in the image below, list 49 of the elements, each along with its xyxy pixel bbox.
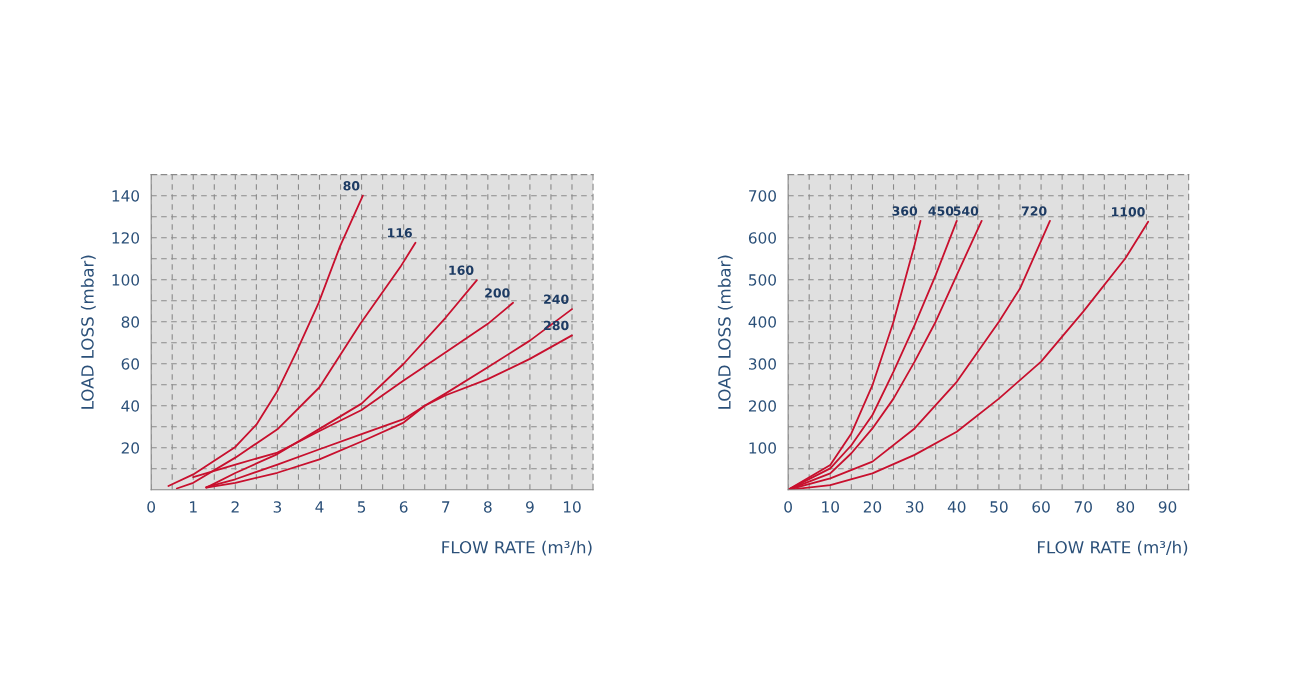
x-tick-label: 1 [190, 501, 197, 513]
y-tick-label: 80 [121, 316, 140, 328]
series-label: 200 [485, 288, 510, 298]
x-tick-label: 70 [1074, 501, 1092, 513]
y-tick-label: 700 [749, 190, 776, 202]
x-tick-label: 2 [231, 501, 239, 513]
y-tick-label: 600 [748, 232, 776, 244]
x-tick-label: 80 [1116, 501, 1135, 513]
x-tick-label: 50 [990, 501, 1008, 513]
y-tick-label: 100 [749, 442, 776, 454]
x-tick-label: 0 [784, 501, 792, 513]
x-tick-label: 30 [906, 501, 924, 513]
x-tick-label: 7 [442, 501, 450, 513]
x-tick-label: 4 [315, 501, 324, 513]
x-tick-label: 90 [1158, 501, 1177, 513]
y-tick-label: 400 [748, 316, 776, 328]
y-tick-label: 200 [748, 400, 776, 412]
x-tick-label: 20 [863, 501, 882, 513]
series-label: 450 [928, 206, 954, 216]
x-tick-label: 5 [357, 501, 366, 513]
x-tick-label: 9 [526, 501, 534, 513]
y-tick-label: 300 [749, 358, 776, 370]
x-tick-label: 8 [484, 501, 492, 513]
y-tick-label: 60 [121, 358, 140, 370]
series-label: 240 [544, 294, 569, 304]
x-tick-label: 60 [1032, 501, 1050, 513]
series-label: 116 [387, 228, 412, 238]
y-axis-title: LOAD LOSS (mbar) [80, 255, 96, 409]
x-tick-label: 3 [273, 501, 282, 513]
series-label: 720 [1021, 206, 1047, 216]
x-axis-title: FLOW RATE (m³/h) [442, 540, 592, 556]
x-tick-label: 40 [947, 501, 966, 513]
series-label: 80 [343, 181, 360, 191]
x-tick-label: 10 [822, 501, 839, 513]
series-label: 360 [892, 206, 918, 216]
y-axis-title: LOAD LOSS (mbar) [717, 255, 733, 409]
x-tick-label: 6 [399, 501, 408, 513]
y-tick-label: 40 [121, 400, 140, 412]
y-tick-label: 120 [112, 232, 140, 244]
x-tick-label: 10 [563, 501, 581, 513]
y-tick-label: 500 [749, 274, 776, 286]
x-axis-title: FLOW RATE (m³/h) [1037, 540, 1188, 556]
y-tick-label: 20 [121, 442, 140, 454]
y-tick-label: 140 [112, 190, 140, 202]
series-label: 540 [953, 206, 979, 216]
series-label: 160 [449, 265, 474, 275]
y-tick-label: 100 [112, 274, 140, 286]
x-tick-label: 0 [147, 501, 156, 513]
series-label: 1100 [1112, 207, 1145, 217]
